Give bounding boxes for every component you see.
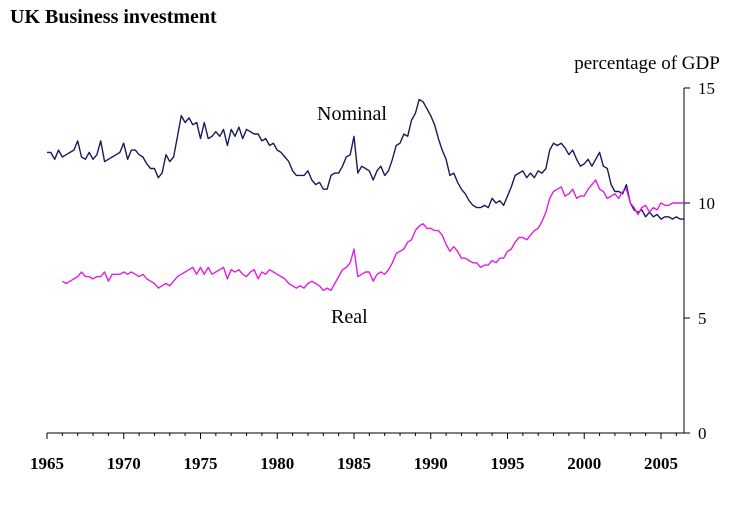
y-tick-label: 15 bbox=[698, 79, 715, 98]
chart-title: UK Business investment bbox=[10, 6, 217, 28]
y-tick-label: 0 bbox=[698, 424, 707, 443]
y-axis-title: percentage of GDP bbox=[574, 53, 720, 74]
axes bbox=[47, 88, 685, 434]
y-ticks: 0 5 10 15 bbox=[684, 79, 715, 443]
x-tick-label: 1985 bbox=[337, 454, 371, 473]
x-tick-label: 1970 bbox=[107, 454, 141, 473]
x-tick-label: 1995 bbox=[490, 454, 524, 473]
series-line-real bbox=[61, 179, 684, 292]
y-tick-label: 5 bbox=[698, 309, 707, 328]
x-tick-label: 2005 bbox=[644, 454, 678, 473]
x-tick-label: 1990 bbox=[414, 454, 448, 473]
x-tick-label: 1975 bbox=[183, 454, 217, 473]
series-line-nominal bbox=[47, 98, 684, 220]
series-label-real: Real bbox=[331, 306, 368, 328]
y-tick-label: 10 bbox=[698, 194, 715, 213]
x-tick-label: 1965 bbox=[30, 454, 64, 473]
series-lines bbox=[47, 98, 684, 292]
x-tick-label: 1980 bbox=[260, 454, 294, 473]
series-label-nominal: Nominal bbox=[317, 103, 387, 125]
x-tick-label: 2000 bbox=[567, 454, 601, 473]
x-ticks: 1965 1970 1975 1980 1985 1990 1995 2000 2005 bbox=[30, 433, 678, 473]
